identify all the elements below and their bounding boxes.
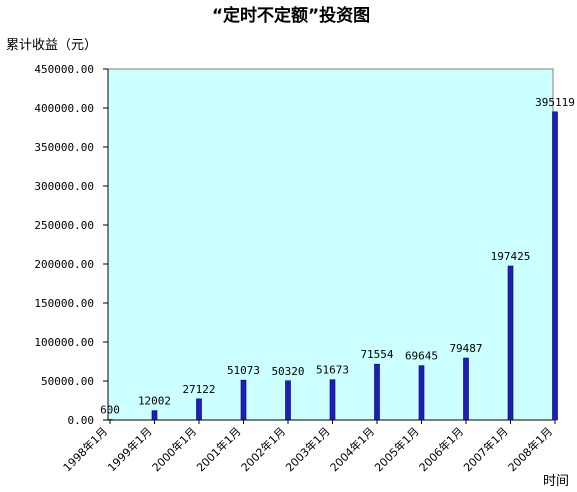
y-tick-label: 150000.00 bbox=[34, 297, 94, 310]
data-label: 395119 bbox=[535, 96, 575, 109]
y-tick-label: 450000.00 bbox=[34, 63, 94, 76]
data-label: 79487 bbox=[449, 342, 482, 355]
y-tick-label: 200000.00 bbox=[34, 258, 94, 271]
x-axis: 1998年1月1999年1月2000年1月2001年1月2002年1月2003年… bbox=[60, 419, 556, 474]
x-tick-label: 2001年1月 bbox=[193, 424, 243, 474]
x-tick-label: 2004年1月 bbox=[327, 424, 377, 474]
bar bbox=[151, 410, 158, 421]
bar bbox=[418, 365, 425, 421]
bar bbox=[463, 357, 469, 421]
data-label: 12002 bbox=[138, 395, 171, 408]
y-tick-label: 400000.00 bbox=[34, 102, 94, 115]
data-label: 600 bbox=[100, 404, 120, 417]
y-tick-label: 0.00 bbox=[68, 414, 95, 427]
data-label: 51073 bbox=[227, 364, 260, 377]
data-label: 69645 bbox=[405, 350, 438, 363]
data-label: 71554 bbox=[360, 348, 393, 361]
data-labels: 600 12002 27122 51073 50320 51673 71554 69645 79… bbox=[100, 96, 575, 417]
y-tick-label: 300000.00 bbox=[34, 180, 94, 193]
chart-title: “定时不定额”投资图 bbox=[212, 5, 370, 26]
y-tick-label: 250000.00 bbox=[34, 219, 94, 232]
bar bbox=[285, 380, 291, 421]
bar bbox=[374, 363, 380, 421]
x-tick-label: 2002年1月 bbox=[238, 424, 288, 474]
x-tick-label: 2003年1月 bbox=[282, 424, 332, 474]
data-label: 51673 bbox=[316, 364, 349, 377]
data-label: 50320 bbox=[271, 365, 304, 378]
x-tick-label: 1998年1月 bbox=[60, 424, 110, 474]
x-axis-label: 时间 bbox=[543, 474, 569, 489]
bar bbox=[329, 379, 336, 421]
y-axis-label: 累计收益（元） bbox=[6, 38, 97, 53]
data-label: 27122 bbox=[182, 383, 215, 396]
y-tick-label: 100000.00 bbox=[34, 336, 94, 349]
y-axis: 0.00 50000.00 100000.00 150000.00 200000.00 2… bbox=[34, 63, 109, 427]
x-tick-label: 2008年1月 bbox=[505, 424, 555, 474]
x-tick-label: 2007年1月 bbox=[460, 424, 510, 474]
x-tick-label: 2000年1月 bbox=[149, 424, 199, 474]
x-tick-label: 2005年1月 bbox=[371, 424, 421, 474]
y-tick-label: 350000.00 bbox=[34, 141, 94, 154]
bar bbox=[196, 398, 202, 421]
bar bbox=[507, 265, 514, 421]
data-label: 197425 bbox=[491, 250, 531, 263]
x-tick-label: 2006年1月 bbox=[416, 424, 466, 474]
x-tick-label: 1999年1月 bbox=[104, 424, 154, 474]
bar bbox=[240, 379, 247, 421]
bar bbox=[552, 111, 558, 421]
plot-area bbox=[107, 68, 554, 421]
y-tick-label: 50000.00 bbox=[41, 375, 94, 388]
